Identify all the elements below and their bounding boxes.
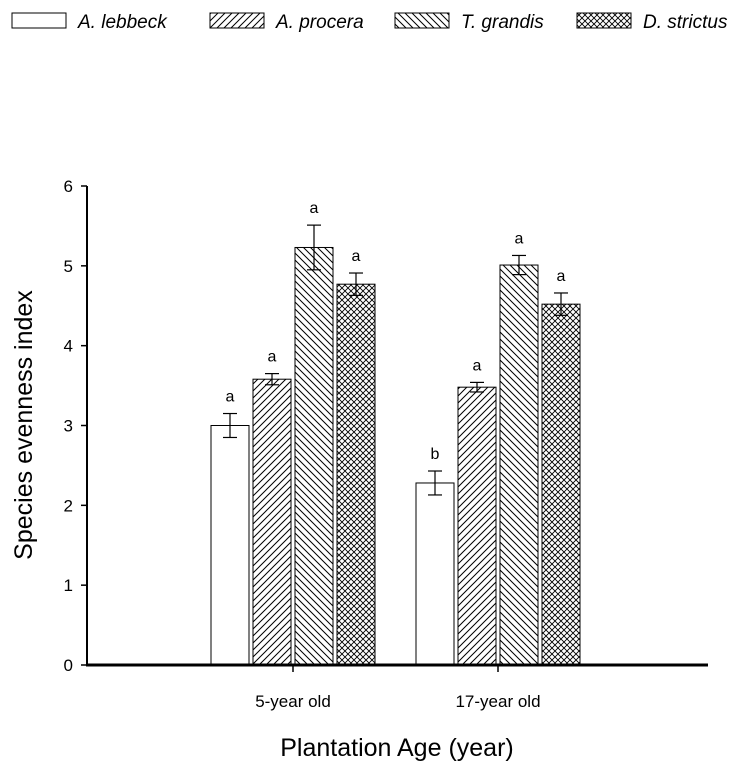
x-axis-title: Plantation Age (year) bbox=[280, 734, 513, 762]
bar bbox=[336, 283, 376, 666]
significance-letter: a bbox=[352, 248, 361, 265]
legend-item: T. grandis bbox=[394, 12, 544, 33]
axes: 0 1 2 3 4 5 6 5-year old 17-year old bbox=[64, 177, 708, 711]
x-tick-label: 5-year old bbox=[255, 692, 331, 711]
bar bbox=[210, 425, 250, 666]
plot-area: a b a a a a a a bbox=[210, 200, 581, 666]
y-tick-label: 6 bbox=[64, 177, 73, 196]
legend-swatch bbox=[394, 12, 450, 29]
significance-letter: a bbox=[310, 200, 319, 217]
y-tick-label: 4 bbox=[64, 337, 73, 356]
legend-item: A. lebbeck bbox=[11, 12, 168, 33]
y-tick-label: 3 bbox=[64, 417, 73, 436]
legend: A. lebbeck A. procera T. grandis D. strictu… bbox=[11, 12, 728, 33]
bar bbox=[499, 264, 539, 666]
bar bbox=[457, 386, 497, 666]
significance-letter: a bbox=[268, 349, 277, 366]
significance-letter: b bbox=[431, 446, 440, 463]
legend-label: D. strictus bbox=[643, 12, 728, 33]
x-tick-label: 17-year old bbox=[455, 692, 540, 711]
error-bar bbox=[512, 254, 526, 276]
legend-swatch bbox=[11, 12, 67, 29]
error-bar bbox=[265, 373, 279, 386]
y-tick-label: 1 bbox=[64, 576, 73, 595]
legend-label: A. lebbeck bbox=[77, 12, 168, 33]
significance-letter: a bbox=[473, 357, 482, 374]
error-bar bbox=[554, 292, 568, 316]
legend-swatch bbox=[576, 12, 632, 29]
significance-letter: a bbox=[226, 389, 235, 406]
legend-item: D. strictus bbox=[576, 12, 728, 33]
significance-letter: a bbox=[515, 230, 524, 247]
bar bbox=[252, 378, 292, 666]
error-bar bbox=[428, 470, 442, 496]
bar bbox=[541, 303, 581, 666]
error-bar bbox=[307, 224, 321, 271]
y-tick-label: 2 bbox=[64, 496, 73, 515]
y-tick-label: 0 bbox=[64, 656, 73, 675]
legend-label: A. procera bbox=[275, 12, 364, 33]
legend-label: T. grandis bbox=[461, 12, 544, 33]
bar bbox=[294, 246, 334, 666]
error-bar bbox=[470, 381, 484, 393]
error-bar bbox=[223, 412, 237, 439]
legend-swatch bbox=[209, 12, 265, 29]
significance-letter: a bbox=[557, 268, 566, 285]
y-axis-title: Species evenness index bbox=[10, 290, 38, 560]
bar bbox=[415, 482, 455, 666]
y-tick-label: 5 bbox=[64, 257, 73, 276]
legend-item: A. procera bbox=[209, 12, 364, 33]
error-bar bbox=[349, 272, 363, 296]
